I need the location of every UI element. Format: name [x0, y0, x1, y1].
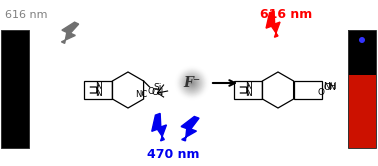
- Bar: [1, 30, 29, 148]
- Circle shape: [175, 66, 209, 100]
- Circle shape: [179, 70, 205, 96]
- Circle shape: [186, 77, 198, 89]
- Circle shape: [184, 75, 200, 91]
- Text: CN: CN: [324, 83, 336, 92]
- Circle shape: [182, 73, 202, 93]
- Circle shape: [183, 74, 201, 92]
- Circle shape: [183, 74, 201, 92]
- Circle shape: [186, 77, 198, 89]
- Text: 470 nm: 470 nm: [147, 148, 199, 161]
- Text: F⁻: F⁻: [183, 76, 201, 90]
- Text: O: O: [147, 87, 155, 96]
- Bar: [348, 75, 376, 148]
- Text: N: N: [95, 82, 102, 91]
- Bar: [348, 30, 376, 148]
- Polygon shape: [181, 117, 199, 141]
- Circle shape: [177, 68, 207, 98]
- Circle shape: [180, 71, 204, 95]
- Text: N: N: [245, 82, 252, 91]
- Circle shape: [181, 72, 203, 94]
- Circle shape: [176, 67, 208, 99]
- Circle shape: [185, 76, 199, 90]
- Circle shape: [191, 82, 193, 84]
- Circle shape: [178, 69, 206, 97]
- Circle shape: [181, 72, 203, 94]
- Text: O: O: [317, 88, 324, 97]
- Polygon shape: [61, 22, 79, 43]
- Polygon shape: [266, 11, 280, 37]
- Circle shape: [189, 81, 195, 85]
- Circle shape: [188, 79, 196, 87]
- Text: NH: NH: [324, 82, 337, 90]
- Circle shape: [180, 71, 204, 95]
- Text: N: N: [245, 89, 252, 98]
- Text: 616 nm: 616 nm: [260, 8, 312, 21]
- Circle shape: [187, 79, 196, 87]
- Circle shape: [191, 82, 193, 84]
- Circle shape: [175, 66, 209, 100]
- Text: NC: NC: [135, 90, 147, 99]
- Polygon shape: [152, 113, 166, 141]
- Circle shape: [359, 37, 365, 43]
- Bar: [348, 30, 376, 75]
- Text: Si: Si: [153, 83, 162, 92]
- Text: 616 nm: 616 nm: [5, 10, 48, 20]
- Circle shape: [178, 69, 206, 97]
- Circle shape: [177, 68, 208, 98]
- Text: CN: CN: [152, 88, 164, 97]
- Circle shape: [187, 78, 197, 88]
- Circle shape: [184, 76, 200, 90]
- Text: N: N: [95, 89, 102, 98]
- Circle shape: [190, 81, 194, 85]
- Circle shape: [189, 80, 195, 86]
- Circle shape: [174, 65, 210, 101]
